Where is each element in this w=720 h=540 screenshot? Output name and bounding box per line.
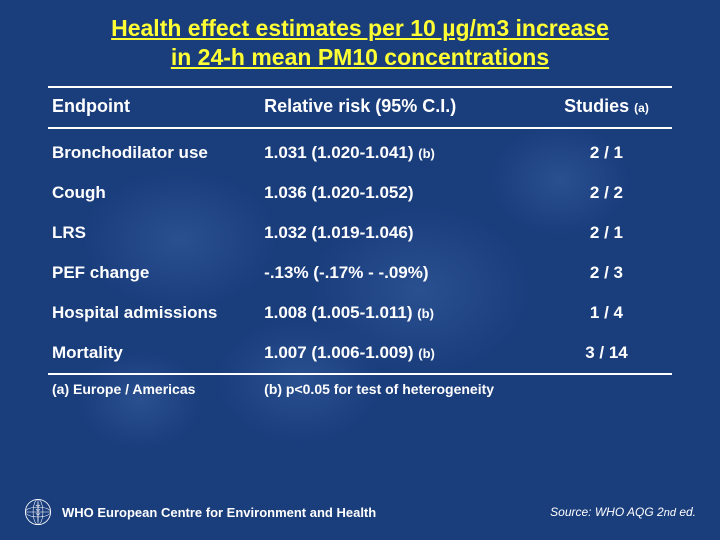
cell-endpoint: Cough (48, 173, 260, 213)
rr-value: -.13% (-.17% - -.09%) (264, 263, 428, 282)
col-studies-note: (a) (634, 101, 649, 115)
slide-title: Health effect estimates per 10 µg/m3 inc… (0, 0, 720, 78)
source-suffix: ed. (676, 505, 696, 519)
who-logo-icon (24, 498, 52, 526)
cell-rr: 1.036 (1.020-1.052) (260, 173, 541, 213)
rr-value: 1.032 (1.019-1.046) (264, 223, 413, 242)
title-line2: in 24-h mean PM10 concentrations (171, 44, 549, 70)
rr-note: (b) (418, 346, 435, 361)
cell-rr: 1.032 (1.019-1.046) (260, 213, 541, 253)
table-row: LRS 1.032 (1.019-1.046) 2 / 1 (48, 213, 672, 253)
col-rr: Relative risk (95% C.I.) (260, 87, 541, 128)
col-endpoint: Endpoint (48, 87, 260, 128)
table-footnote-row: (a) Europe / Americas (b) p<0.05 for tes… (48, 374, 672, 401)
table-header-row: Endpoint Relative risk (95% C.I.) Studie… (48, 87, 672, 128)
source-prefix: Source: WHO AQG 2 (550, 505, 664, 519)
source-citation: Source: WHO AQG 2nd ed. (550, 505, 696, 519)
table-row: Mortality 1.007 (1.006-1.009) (b) 3 / 14 (48, 333, 672, 374)
table-row: Hospital admissions 1.008 (1.005-1.011) … (48, 293, 672, 333)
cell-studies: 2 / 1 (541, 213, 672, 253)
col-studies: Studies (a) (541, 87, 672, 128)
cell-rr: -.13% (-.17% - -.09%) (260, 253, 541, 293)
cell-endpoint: Hospital admissions (48, 293, 260, 333)
rr-value: 1.036 (1.020-1.052) (264, 183, 413, 202)
data-table: Endpoint Relative risk (95% C.I.) Studie… (48, 86, 672, 401)
cell-studies: 2 / 1 (541, 128, 672, 173)
table-body: Bronchodilator use 1.031 (1.020-1.041) (… (48, 128, 672, 374)
title-line1: Health effect estimates per 10 µg/m3 inc… (111, 15, 609, 41)
rr-value: 1.008 (1.005-1.011) (264, 303, 412, 322)
slide-footer: WHO European Centre for Environment and … (24, 498, 696, 526)
cell-rr: 1.008 (1.005-1.011) (b) (260, 293, 541, 333)
footer-org: WHO European Centre for Environment and … (62, 505, 376, 520)
col-studies-label: Studies (564, 96, 629, 116)
cell-endpoint: Mortality (48, 333, 260, 374)
rr-note: (b) (418, 146, 435, 161)
table-row: Bronchodilator use 1.031 (1.020-1.041) (… (48, 128, 672, 173)
cell-rr: 1.031 (1.020-1.041) (b) (260, 128, 541, 173)
cell-studies: 2 / 2 (541, 173, 672, 213)
data-table-wrap: Endpoint Relative risk (95% C.I.) Studie… (48, 86, 672, 401)
cell-endpoint: PEF change (48, 253, 260, 293)
footnote-b: (b) p<0.05 for test of heterogeneity (260, 374, 672, 401)
rr-note: (b) (417, 306, 434, 321)
table-row: PEF change -.13% (-.17% - -.09%) 2 / 3 (48, 253, 672, 293)
rr-value: 1.031 (1.020-1.041) (264, 143, 413, 162)
cell-rr: 1.007 (1.006-1.009) (b) (260, 333, 541, 374)
slide-container: { "title": { "line1": "Health effect est… (0, 0, 720, 540)
cell-endpoint: Bronchodilator use (48, 128, 260, 173)
rr-value: 1.007 (1.006-1.009) (264, 343, 413, 362)
table-row: Cough 1.036 (1.020-1.052) 2 / 2 (48, 173, 672, 213)
cell-studies: 1 / 4 (541, 293, 672, 333)
footnote-a: (a) Europe / Americas (48, 374, 260, 401)
source-sup: nd (664, 507, 676, 519)
cell-endpoint: LRS (48, 213, 260, 253)
cell-studies: 2 / 3 (541, 253, 672, 293)
footer-left: WHO European Centre for Environment and … (24, 498, 376, 526)
cell-studies: 3 / 14 (541, 333, 672, 374)
